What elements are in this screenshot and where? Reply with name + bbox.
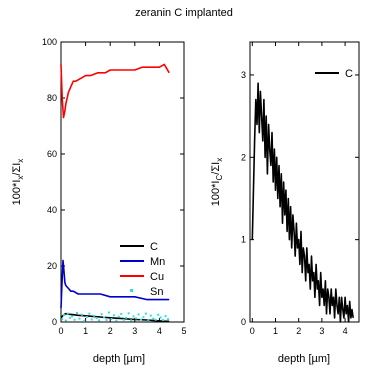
left-point-sn (147, 319, 150, 322)
left-point-sn (125, 316, 128, 319)
left-x-tick-label: 1 (83, 326, 88, 336)
left-x-tick-label: 5 (181, 326, 186, 336)
left-point-sn (64, 319, 67, 322)
left-point-sn (71, 315, 74, 318)
left-point-sn (154, 318, 157, 321)
left-legend-label: Mn (150, 256, 165, 268)
left-point-sn (105, 319, 108, 322)
left-point-sn (75, 312, 78, 315)
left-point-sn (68, 316, 71, 319)
right-x-tick-label: 2 (296, 326, 301, 336)
left-point-sn (132, 315, 135, 318)
right-y-tick-label: 0 (241, 317, 246, 327)
left-point-sn (73, 318, 76, 321)
chart-title: zeranin C implanted (135, 7, 233, 19)
right-series-c (251, 82, 354, 323)
left-point-sn (98, 319, 101, 322)
right-plot: 0 1 2 3 4 0 1 2 3 C (241, 41, 360, 336)
right-x-tick-label: 4 (343, 326, 348, 336)
left-point-sn (164, 315, 167, 318)
left-chart: 100*Ix/ΣIx depth [µm] (11, 159, 145, 365)
left-point-sn (110, 317, 113, 320)
left-plot: 0 1 2 3 4 5 0 20 40 60 80 100 C Mn Cu Sn (42, 37, 187, 336)
left-point-sn (103, 316, 106, 319)
left-xlabel: depth [µm] (93, 353, 145, 365)
left-point-sn (117, 315, 120, 318)
right-y-tick-label: 2 (241, 152, 246, 162)
left-y-tick-label: 0 (52, 317, 57, 327)
left-point-sn (127, 312, 130, 315)
left-point-sn (120, 312, 123, 315)
left-point-sn (80, 313, 83, 316)
left-legend-label: Sn (150, 286, 163, 298)
left-point-sn (130, 319, 133, 322)
left-point-sn (83, 319, 86, 322)
left-point-sn (142, 316, 145, 319)
right-chart: 100*IC/ΣIx depth [µm] (210, 158, 330, 365)
left-x-tick-label: 0 (58, 326, 63, 336)
left-ylabel: 100*Ix/ΣIx (11, 159, 25, 206)
left-series-cu (60, 63, 170, 119)
right-plot-frame (249, 41, 360, 323)
left-y-tick-label: 40 (47, 205, 57, 215)
right-xlabel: depth [µm] (278, 353, 330, 365)
left-point-sn (139, 318, 142, 321)
left-point-sn (62, 314, 65, 316)
left-point-sn (115, 319, 118, 322)
left-point-sn (122, 318, 125, 321)
left-legend-label: C (150, 241, 158, 253)
left-x-tick-label: 4 (157, 326, 162, 336)
left-point-sn (66, 312, 69, 315)
left-point-sn (159, 316, 162, 319)
left-point-sn (167, 318, 170, 321)
right-x-tick-label: 3 (319, 326, 324, 336)
left-point-sn (85, 315, 88, 318)
left-point-sn (100, 313, 103, 316)
left-y-tick-label: 20 (47, 261, 57, 271)
left-series-sn (61, 311, 170, 322)
left-point-sn (137, 313, 140, 316)
right-legend-label: C (345, 68, 353, 80)
left-point-sn (78, 317, 81, 320)
left-point-sn (61, 318, 64, 321)
left-legend-marker (130, 289, 133, 292)
left-point-sn (107, 311, 110, 314)
left-point-sn (144, 312, 147, 315)
left-legend-label: Cu (150, 271, 164, 283)
left-series-mn (60, 259, 170, 309)
left-point-sn (135, 317, 138, 320)
left-x-tick-label: 3 (132, 326, 137, 336)
left-point-sn (152, 317, 155, 320)
left-point-sn (157, 313, 160, 316)
left-y-tick-label: 100 (42, 37, 57, 47)
left-y-tick-label: 80 (47, 93, 57, 103)
right-x-tick-label: 0 (250, 326, 255, 336)
left-point-sn (95, 317, 98, 320)
left-point-sn (162, 319, 165, 322)
left-point-sn (88, 312, 91, 315)
left-point-sn (112, 314, 115, 317)
right-x-tick-label: 1 (273, 326, 278, 336)
right-legend: C (315, 68, 353, 80)
left-point-sn (93, 314, 96, 317)
right-y-tick-label: 3 (241, 70, 246, 80)
right-ylabel: 100*IC/ΣIx (210, 158, 224, 206)
left-point-sn (149, 314, 152, 317)
left-legend: C Mn Cu Sn (120, 241, 165, 298)
right-y-tick-label: 1 (241, 235, 246, 245)
left-y-tick-label: 60 (47, 149, 57, 159)
left-x-tick-label: 2 (108, 326, 113, 336)
left-series-c (60, 312, 170, 323)
left-plot-frame (60, 41, 185, 323)
left-point-sn (90, 318, 93, 321)
